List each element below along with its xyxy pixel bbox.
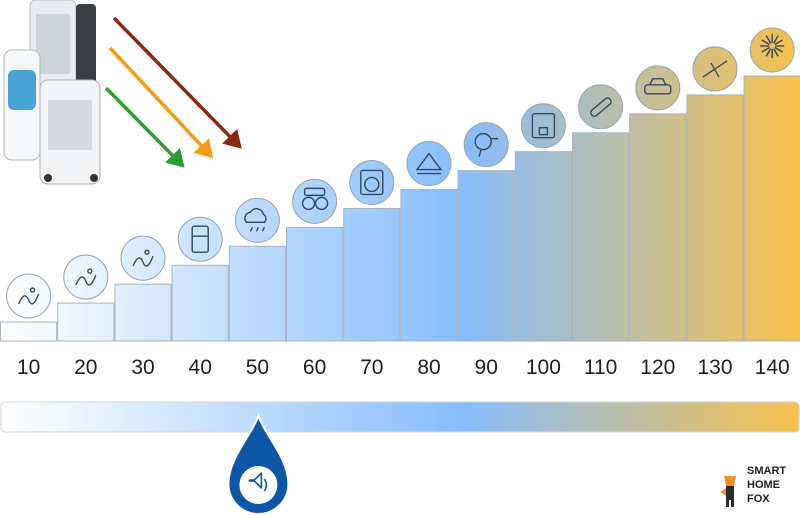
washing-machine-icon — [349, 159, 395, 205]
bar-40 — [171, 264, 229, 342]
x-tick-label-80: 80 — [417, 356, 440, 379]
brand-line-3: FOX — [747, 493, 770, 505]
air-cooler-illustration — [3, 0, 101, 185]
hair-dryer-icon — [463, 122, 509, 168]
coffee-machine-icon — [520, 103, 566, 149]
x-tick-label-10: 10 — [17, 356, 40, 379]
bar-130 — [686, 94, 744, 342]
bar-60 — [286, 226, 344, 342]
rain-icon — [234, 197, 280, 243]
x-tick-label-30: 30 — [131, 356, 154, 379]
bar-10 — [0, 321, 58, 342]
bar-140 — [743, 75, 800, 342]
bar-80 — [400, 189, 458, 342]
arrow-to-50 — [112, 16, 242, 149]
piano-icon — [406, 141, 452, 187]
bar-100 — [514, 151, 572, 342]
brand-logo: SMART HOME FOX — [716, 462, 800, 510]
breath-icon — [6, 273, 52, 319]
car-icon — [635, 65, 681, 111]
x-tick-label-100: 100 — [526, 356, 561, 379]
x-tick-labels: 10 20 30 40 50 60 70 80 90 100 110 120 130 140 — [17, 356, 790, 379]
x-tick-label-110: 110 — [584, 356, 617, 379]
refrigerator-icon — [177, 216, 223, 262]
bar-120 — [629, 113, 687, 342]
chainsaw-icon — [578, 84, 624, 130]
x-tick-label-90: 90 — [475, 356, 498, 379]
jet-icon — [692, 46, 738, 92]
x-tick-label-120: 120 — [640, 356, 675, 379]
x-tick-label-40: 40 — [189, 356, 212, 379]
x-tick-label-60: 60 — [303, 356, 326, 379]
x-tick-label-130: 130 — [697, 356, 732, 379]
arrows-group — [104, 16, 242, 168]
brand-line-1: SMART — [747, 465, 787, 477]
x-tick-label-50: 50 — [246, 356, 269, 379]
whisper-icon — [120, 235, 166, 281]
icons-group — [6, 27, 795, 319]
rustling-leaves-icon — [63, 254, 109, 300]
bar-110 — [572, 132, 630, 342]
speaker-icon — [227, 412, 290, 515]
arrow-to-45 — [108, 46, 214, 159]
conversation-icon — [292, 178, 338, 224]
x-tick-label-70: 70 — [360, 356, 383, 379]
bar-50 — [228, 245, 287, 342]
bar-90 — [457, 170, 515, 342]
brand-line-2: HOME — [747, 479, 780, 491]
x-tick-label-20: 20 — [74, 356, 97, 379]
fox-icon — [720, 468, 738, 507]
loudness-scale-bar — [0, 401, 800, 433]
bar-30 — [114, 283, 172, 342]
bars-group — [0, 75, 800, 342]
bar-20 — [57, 302, 115, 342]
arrow-to-40 — [104, 86, 185, 168]
bar-70 — [343, 207, 401, 342]
x-tick-label-140: 140 — [755, 356, 790, 379]
fireworks-icon — [749, 27, 795, 73]
